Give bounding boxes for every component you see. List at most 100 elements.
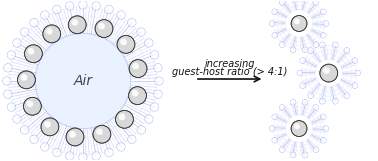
- Circle shape: [79, 153, 87, 161]
- Circle shape: [137, 126, 145, 134]
- Circle shape: [355, 71, 360, 76]
- Circle shape: [23, 77, 27, 80]
- Circle shape: [270, 21, 275, 26]
- Circle shape: [119, 113, 125, 120]
- Circle shape: [313, 147, 318, 152]
- Circle shape: [17, 71, 36, 89]
- Circle shape: [69, 131, 76, 138]
- Circle shape: [333, 99, 338, 104]
- Circle shape: [8, 103, 15, 111]
- Circle shape: [326, 70, 329, 74]
- Circle shape: [13, 115, 21, 123]
- Circle shape: [321, 9, 326, 14]
- Circle shape: [4, 90, 12, 98]
- Circle shape: [105, 6, 113, 13]
- Circle shape: [28, 48, 34, 55]
- Circle shape: [320, 99, 325, 104]
- Circle shape: [291, 121, 307, 137]
- Circle shape: [44, 121, 51, 128]
- Circle shape: [53, 6, 61, 13]
- Circle shape: [117, 35, 135, 53]
- Circle shape: [280, 42, 285, 47]
- Circle shape: [272, 114, 277, 119]
- Circle shape: [270, 126, 275, 131]
- Circle shape: [66, 2, 74, 10]
- Circle shape: [128, 135, 136, 143]
- Circle shape: [4, 64, 12, 72]
- Circle shape: [101, 25, 104, 29]
- Circle shape: [20, 74, 27, 81]
- Circle shape: [321, 33, 326, 38]
- Circle shape: [324, 126, 328, 131]
- Circle shape: [308, 93, 313, 98]
- Text: guest-host ratio (> 4:1): guest-host ratio (> 4:1): [172, 67, 287, 77]
- Circle shape: [313, 0, 318, 5]
- Circle shape: [324, 21, 328, 26]
- Circle shape: [93, 125, 111, 143]
- Circle shape: [29, 103, 33, 107]
- Circle shape: [155, 77, 163, 85]
- Circle shape: [320, 64, 338, 82]
- Circle shape: [123, 41, 126, 45]
- Circle shape: [313, 42, 318, 47]
- Circle shape: [98, 23, 105, 29]
- Circle shape: [92, 152, 100, 160]
- Circle shape: [321, 114, 326, 119]
- Circle shape: [333, 42, 338, 47]
- Circle shape: [272, 33, 277, 38]
- Text: increasing: increasing: [204, 59, 255, 69]
- Circle shape: [272, 138, 277, 143]
- Circle shape: [132, 63, 139, 70]
- Circle shape: [272, 9, 277, 14]
- Circle shape: [129, 87, 146, 104]
- Circle shape: [26, 100, 33, 107]
- Circle shape: [49, 31, 52, 34]
- Circle shape: [280, 0, 285, 5]
- Circle shape: [35, 33, 130, 129]
- Circle shape: [145, 39, 153, 47]
- Circle shape: [66, 128, 84, 146]
- Circle shape: [300, 58, 305, 63]
- Circle shape: [154, 90, 162, 98]
- Circle shape: [150, 51, 158, 59]
- Circle shape: [135, 66, 138, 69]
- Circle shape: [99, 131, 102, 135]
- Circle shape: [116, 110, 133, 128]
- Circle shape: [132, 90, 138, 96]
- Circle shape: [105, 149, 113, 156]
- Circle shape: [46, 28, 53, 35]
- Circle shape: [8, 51, 15, 59]
- Circle shape: [290, 100, 296, 105]
- Circle shape: [302, 152, 308, 157]
- Circle shape: [323, 67, 330, 74]
- Circle shape: [117, 11, 125, 19]
- Circle shape: [13, 39, 21, 47]
- Circle shape: [128, 19, 136, 27]
- Circle shape: [121, 116, 125, 120]
- Circle shape: [41, 143, 49, 151]
- Circle shape: [321, 138, 326, 143]
- Circle shape: [344, 93, 349, 98]
- Circle shape: [21, 126, 28, 134]
- Circle shape: [294, 123, 300, 129]
- Circle shape: [3, 77, 11, 85]
- Circle shape: [72, 134, 76, 137]
- Circle shape: [30, 51, 34, 54]
- Circle shape: [21, 28, 28, 36]
- Circle shape: [352, 58, 358, 63]
- Circle shape: [290, 47, 296, 52]
- Circle shape: [320, 42, 325, 47]
- Circle shape: [302, 47, 308, 52]
- Circle shape: [92, 2, 100, 10]
- Circle shape: [294, 18, 300, 24]
- Circle shape: [145, 115, 153, 123]
- Circle shape: [41, 11, 49, 19]
- Circle shape: [95, 20, 113, 38]
- Circle shape: [41, 118, 59, 136]
- Circle shape: [300, 83, 305, 88]
- Circle shape: [30, 19, 38, 27]
- Circle shape: [154, 64, 162, 72]
- Circle shape: [25, 45, 42, 63]
- Circle shape: [74, 22, 78, 25]
- Circle shape: [137, 28, 145, 36]
